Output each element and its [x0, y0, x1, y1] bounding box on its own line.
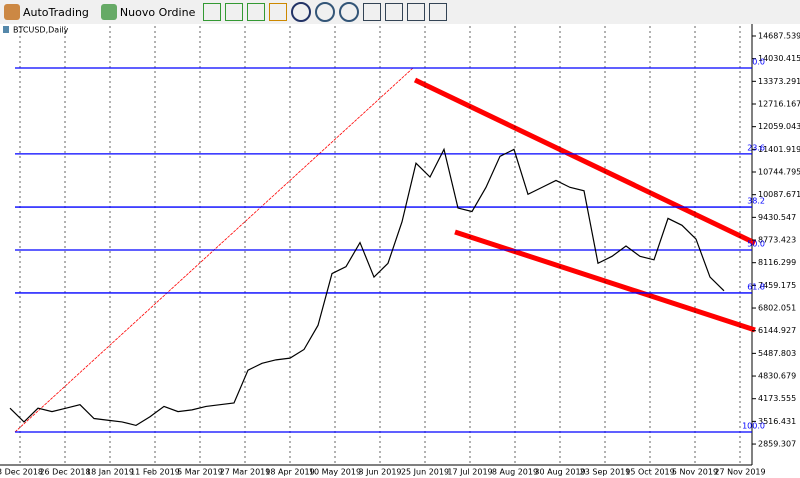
x-tick-label: 10 May 2019	[309, 468, 361, 477]
x-tick-label: 8 Aug 2019	[492, 468, 538, 477]
toolbar: AutoTrading Nuovo Ordine	[0, 0, 800, 25]
channel-upper	[413, 77, 757, 246]
y-tick-label: 14687.539	[758, 31, 800, 40]
candle-icon[interactable]	[225, 3, 244, 21]
new-order-button[interactable]: Nuovo Ordine	[97, 2, 199, 22]
button-label: Nuovo Ordine	[119, 5, 196, 19]
zoom-out-icon[interactable]	[339, 2, 360, 22]
y-tick-label: 6144.927	[758, 326, 796, 335]
button-label: AutoTrading	[23, 5, 89, 19]
y-tick-label: 8116.299	[758, 258, 796, 267]
x-tick-label: 11 Feb 2019	[130, 468, 180, 477]
fib-label: 23.6	[747, 143, 765, 152]
y-tick-label: 3516.431	[758, 417, 796, 426]
shift-icon[interactable]	[407, 3, 426, 21]
vline-icon[interactable]	[491, 4, 507, 20]
text-icon[interactable]	[591, 4, 607, 20]
line-icon[interactable]	[247, 3, 266, 21]
y-tick-label: 12059.043	[758, 122, 800, 131]
y-tick-label: 10744.795	[758, 168, 800, 177]
y-tick-label: 8773.423	[758, 236, 796, 245]
autotrading-button[interactable]: AutoTrading	[0, 2, 93, 22]
y-tick-label: 7459.175	[758, 281, 796, 290]
hline-icon[interactable]	[511, 4, 527, 20]
price-line	[9, 147, 725, 427]
bar-chart-icon[interactable]	[203, 3, 222, 21]
y-tick-label: 4173.555	[758, 394, 796, 403]
arrow-icon[interactable]	[631, 4, 647, 20]
x-tick-label: 26 Dec 2018	[39, 468, 90, 477]
zoom-in-icon[interactable]	[315, 2, 336, 22]
window-icon	[3, 26, 9, 33]
scroll-icon[interactable]	[385, 3, 404, 21]
y-tick-label: 6802.051	[758, 304, 796, 313]
x-tick-label: 17 Jul 2019	[447, 468, 492, 477]
channel-icon[interactable]	[551, 4, 567, 20]
x-tick-label: 30 Aug 2019	[534, 468, 585, 477]
x-tick-label: 5 Mar 2019	[177, 468, 223, 477]
y-tick-label: 9430.547	[758, 213, 796, 222]
crosshair-icon[interactable]	[471, 4, 487, 20]
period-icon[interactable]	[291, 2, 312, 22]
chart-background	[0, 24, 800, 478]
tile-icon[interactable]	[363, 3, 382, 21]
x-tick-label: 18 Jan 2019	[86, 468, 134, 477]
y-tick-label: 4830.679	[758, 372, 796, 381]
fibo-icon[interactable]	[571, 4, 587, 20]
y-tick-label: 14030.415	[758, 54, 800, 63]
cursor-icon[interactable]	[451, 4, 467, 20]
x-tick-label: 5 Nov 2019	[672, 468, 718, 477]
label-icon[interactable]	[611, 4, 627, 20]
y-tick-label: 11401.919	[758, 145, 800, 154]
y-tick-label: 5487.803	[758, 349, 796, 358]
x-tick-label: 27 Mar 2019	[220, 468, 271, 477]
trendline-icon[interactable]	[531, 4, 547, 20]
y-tick-label: 13373.291	[758, 77, 800, 86]
y-tick-label: 10087.671	[758, 190, 800, 199]
x-tick-label: 27 Nov 2019	[714, 468, 765, 477]
x-tick-label: 15 Oct 2019	[625, 468, 674, 477]
y-tick-label: 2859.307	[758, 440, 796, 449]
y-tick-label: 12716.167	[758, 99, 800, 108]
indicator-icon[interactable]	[269, 3, 288, 21]
fib-label: 50.0	[747, 239, 765, 248]
x-tick-label: 23 Sep 2019	[580, 468, 631, 477]
x-tick-label: 3 Jun 2019	[358, 468, 401, 477]
fib-label: 61.8	[747, 282, 765, 291]
x-tick-label: 3 Dec 2018	[0, 468, 43, 477]
x-tick-label: 25 Jun 2019	[401, 468, 449, 477]
fib-label: 100.0	[742, 421, 765, 430]
fib-label: 0.0	[752, 57, 765, 66]
fib-label: 38.2	[747, 197, 765, 206]
x-tick-label: 18 Apr 2019	[265, 468, 314, 477]
chart-title: BTCUSD,Daily	[13, 26, 69, 35]
template-icon[interactable]	[429, 3, 448, 21]
